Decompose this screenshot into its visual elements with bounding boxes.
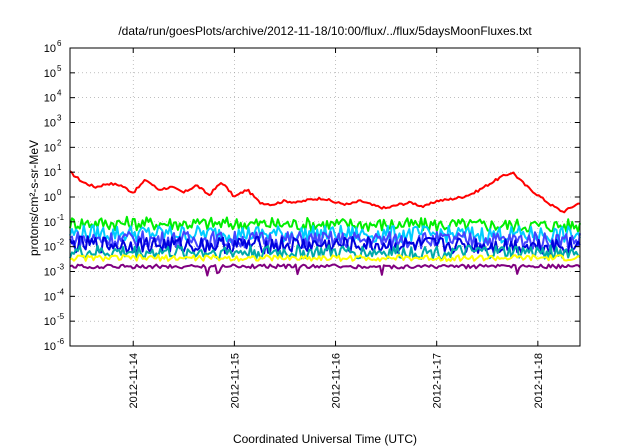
y-tick-exponent: -3 — [57, 263, 65, 272]
y-tick-exponent: -2 — [57, 238, 65, 247]
y-tick-exponent: 0 — [57, 188, 62, 197]
x-axis-label: Coordinated Universal Time (UTC) — [233, 432, 417, 446]
grid — [70, 48, 580, 346]
y-axis-label: protons/cm²-s-sr-MeV — [27, 140, 41, 256]
y-tick-exponent: -1 — [57, 213, 65, 222]
y-tick-exponent: -4 — [57, 287, 65, 296]
y-tick-label: 10 — [44, 341, 56, 353]
y-tick-label: 10 — [44, 68, 56, 80]
y-tick-label: 10 — [44, 267, 56, 279]
y-tick-label: 10 — [44, 242, 56, 254]
y-tick-exponent: -6 — [57, 337, 65, 346]
y-tick-label: 10 — [44, 167, 56, 179]
y-tick-label: 10 — [44, 118, 56, 130]
x-tick-label: 2012-11-16 — [331, 353, 343, 408]
y-tick-label: 10 — [44, 217, 56, 229]
y-tick-exponent: 1 — [57, 163, 62, 172]
y-tick-exponent: 6 — [57, 39, 62, 48]
x-tick-label: 2012-11-18 — [533, 353, 545, 408]
y-tick-label: 10 — [44, 142, 56, 154]
x-ticks: 2012-11-14 2012-11-15 2012-11-16 2012-11-17… — [128, 48, 545, 408]
series-line — [69, 170, 580, 214]
series-line — [69, 263, 581, 277]
y-tick-exponent: -5 — [57, 312, 65, 321]
y-tick-label: 10 — [44, 192, 56, 204]
y-tick-label: 10 — [44, 291, 56, 303]
y-tick-label: 10 — [44, 93, 56, 105]
series-line — [69, 254, 581, 262]
series-layer — [69, 170, 581, 277]
x-tick-label: 2012-11-15 — [229, 353, 241, 408]
x-tick-label: 2012-11-14 — [128, 353, 140, 408]
y-tick-label: 10 — [44, 43, 56, 55]
series-line — [69, 235, 581, 255]
y-tick-exponent: 5 — [57, 64, 62, 73]
y-tick-exponent: 3 — [57, 114, 62, 123]
y-tick-exponent: 2 — [57, 138, 62, 147]
y-tick-exponent: 4 — [57, 89, 62, 98]
chart-title: /data/run/goesPlots/archive/2012-11-18/1… — [118, 24, 532, 38]
x-tick-label: 2012-11-17 — [432, 353, 444, 408]
y-tick-label: 10 — [44, 316, 56, 328]
series-line — [69, 244, 581, 261]
